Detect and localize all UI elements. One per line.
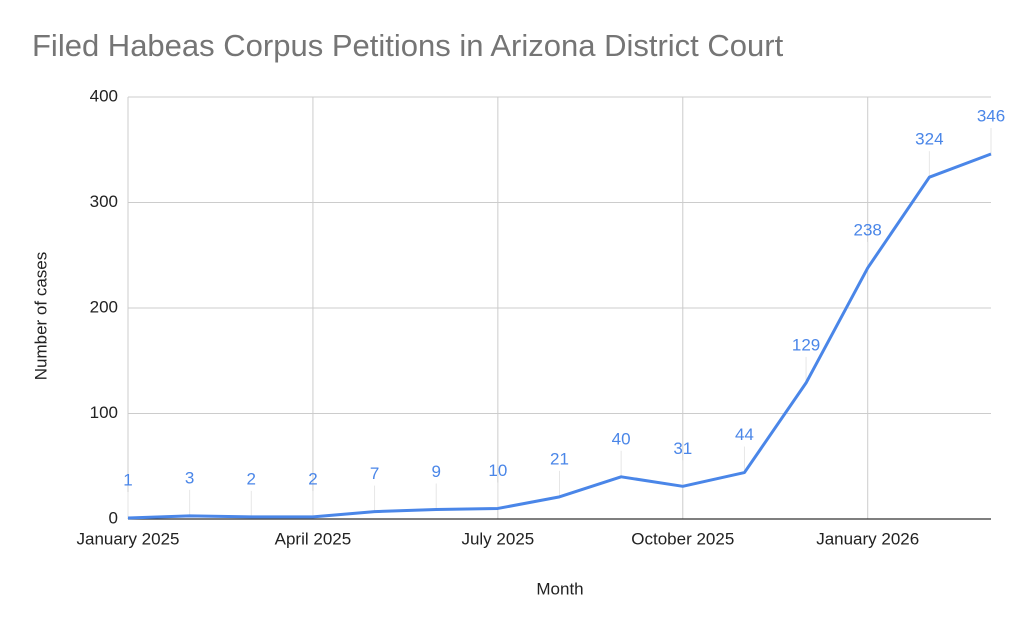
data-label: 9 (431, 462, 440, 481)
line (127, 152, 992, 520)
data-label: 44 (735, 425, 754, 444)
data-label: 10 (488, 461, 507, 480)
data-label: 2 (308, 469, 317, 488)
y-tick-label: 400 (90, 86, 118, 105)
x-axis-title: Month (536, 579, 583, 598)
x-tick-label: October 2025 (631, 529, 734, 548)
data-label: 129 (792, 335, 820, 354)
data-label: 40 (612, 429, 631, 448)
x-tick-label: January 2026 (816, 529, 919, 548)
data-label: 31 (673, 439, 692, 458)
y-tick-label: 300 (90, 192, 118, 211)
data-label: 2 (247, 469, 256, 488)
y-tick-label: 100 (90, 403, 118, 422)
data-label: 7 (370, 464, 379, 483)
data-label: 324 (915, 130, 943, 149)
x-tick-label: January 2025 (76, 529, 179, 548)
y-axis-title: Number of cases (31, 252, 50, 381)
x-tick-label: July 2025 (461, 529, 534, 548)
data-label: 238 (854, 220, 882, 239)
y-tick-label: 0 (109, 508, 118, 527)
y-tick-label: 200 (90, 297, 118, 316)
data-label: 21 (550, 449, 569, 468)
chart-title: Filed Habeas Corpus Petitions in Arizona… (32, 28, 784, 63)
data-label: 1 (123, 470, 132, 489)
data-label: 346 (977, 106, 1005, 125)
data-label: 3 (185, 468, 194, 487)
x-tick-label: April 2025 (275, 529, 352, 548)
